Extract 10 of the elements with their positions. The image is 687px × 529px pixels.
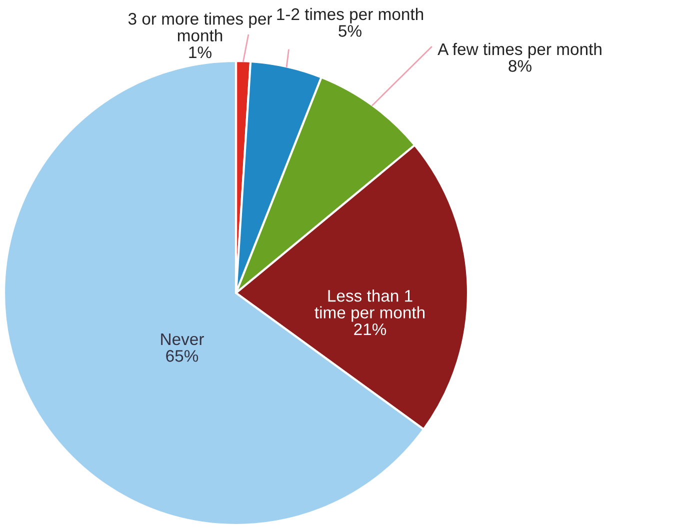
slice-label: Never <box>161 333 204 346</box>
slice-label: 1-2 times per month <box>277 8 424 24</box>
data-label: 1% <box>189 46 212 58</box>
slice-label: 3 or more times per month <box>128 12 272 42</box>
data-label: 21% <box>354 323 386 336</box>
data-label: 5% <box>338 25 362 37</box>
data-label: 65% <box>166 350 198 362</box>
data-label: 8% <box>508 60 532 72</box>
slice-label: Less than 1 time per month <box>314 289 424 322</box>
slice-label: A few times per month <box>438 42 602 58</box>
